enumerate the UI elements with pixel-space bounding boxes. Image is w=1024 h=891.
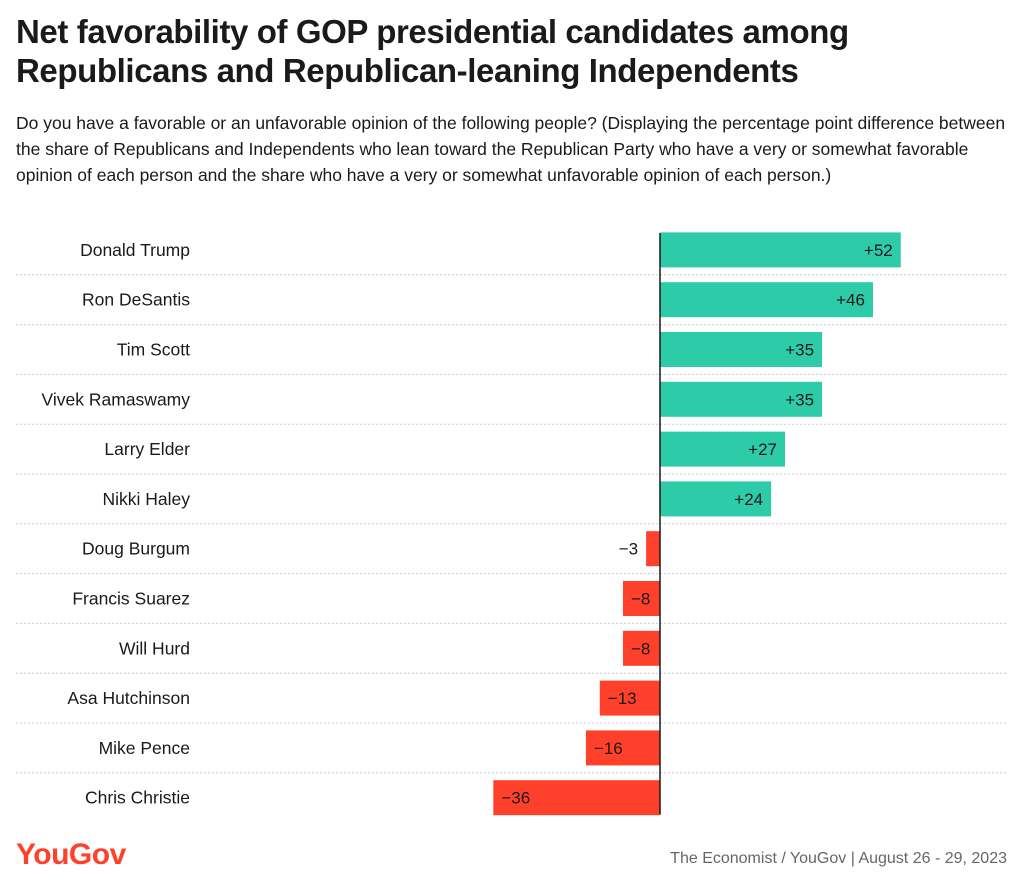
bar xyxy=(599,680,660,716)
data-label: +27 xyxy=(748,440,777,459)
category-label: Tim Scott xyxy=(117,340,190,360)
category-label: Francis Suarez xyxy=(72,589,190,609)
bar xyxy=(646,531,660,567)
bar xyxy=(622,630,660,666)
category-label: Larry Elder xyxy=(104,439,190,459)
data-label: +24 xyxy=(734,490,763,509)
data-label: −13 xyxy=(608,689,637,708)
bar xyxy=(660,431,786,467)
chart-title: Net favorability of GOP presidential can… xyxy=(16,13,849,89)
category-label: Donald Trump xyxy=(80,240,190,260)
bar xyxy=(660,481,772,517)
data-label: +35 xyxy=(785,390,814,409)
category-label: Ron DeSantis xyxy=(82,290,190,310)
data-label: −8 xyxy=(631,639,650,658)
category-label: Asa Hutchinson xyxy=(67,688,190,708)
data-label: +52 xyxy=(864,241,893,260)
bar xyxy=(585,730,660,766)
bar xyxy=(622,581,660,616)
data-label: −8 xyxy=(631,590,650,609)
data-label: −36 xyxy=(501,789,530,808)
category-label: Mike Pence xyxy=(99,738,190,758)
bar-chart: Donald Trump +52 Ron DeSantis +46 Tim Scott +… xyxy=(16,232,1008,816)
bar xyxy=(660,232,901,268)
category-label: Nikki Haley xyxy=(102,489,190,509)
data-label: −16 xyxy=(594,739,623,758)
category-label: Will Hurd xyxy=(119,638,190,658)
bar xyxy=(660,282,873,318)
data-label: +35 xyxy=(785,341,814,360)
chart-subtitle: Do you have a favorable or an unfavorabl… xyxy=(16,113,1006,185)
data-label: +46 xyxy=(836,291,865,310)
category-label: Doug Burgum xyxy=(82,539,190,559)
category-label: Chris Christie xyxy=(85,788,190,808)
data-label: −3 xyxy=(619,540,638,559)
bar xyxy=(493,780,660,816)
bar xyxy=(660,332,823,367)
category-label: Vivek Ramaswamy xyxy=(42,389,191,409)
bar xyxy=(660,381,823,417)
yougov-logo: YouGov xyxy=(16,838,126,871)
source-note: The Economist / YouGov | August 26 - 29,… xyxy=(670,850,1007,867)
